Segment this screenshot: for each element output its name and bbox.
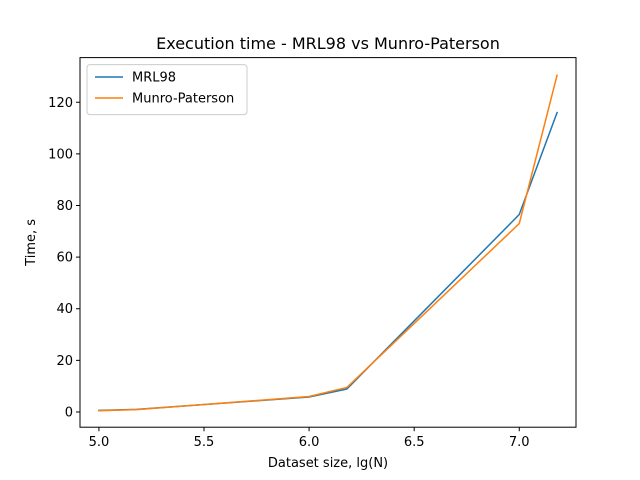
x-tick-label: 6.5 bbox=[404, 435, 425, 450]
plot-series bbox=[98, 74, 559, 412]
y-tick-label: 60 bbox=[56, 251, 73, 266]
chart-title: Execution time - MRL98 vs Munro-Paterson bbox=[156, 34, 500, 53]
y-axis-label: Time, s bbox=[24, 219, 39, 267]
y-axis: 0 20 40 60 80 100 120 bbox=[48, 96, 80, 420]
y-tick-label: 20 bbox=[56, 354, 73, 369]
legend-box bbox=[86, 64, 248, 116]
x-tick-label: 5.0 bbox=[89, 435, 110, 450]
plot-area-frame bbox=[79, 57, 577, 428]
x-tick-label: 6.0 bbox=[299, 435, 320, 450]
y-tick-label: 40 bbox=[56, 302, 73, 317]
x-axis-label: Dataset size, lg(N) bbox=[268, 456, 388, 471]
legend: MRL98 Munro-Paterson bbox=[86, 64, 248, 116]
y-tick-label: 100 bbox=[48, 147, 73, 162]
series-line-munro-paterson bbox=[98, 74, 558, 412]
legend-label: Munro-Paterson bbox=[132, 92, 234, 107]
x-tick-label: 5.5 bbox=[194, 435, 215, 450]
legend-label: MRL98 bbox=[132, 71, 176, 86]
x-axis: 5.0 5.5 6.0 6.5 7.0 bbox=[89, 427, 530, 450]
x-tick-label: 7.0 bbox=[509, 435, 530, 450]
y-tick-label: 0 bbox=[65, 405, 73, 420]
y-tick-label: 80 bbox=[56, 199, 73, 214]
y-tick-label: 120 bbox=[48, 96, 73, 111]
